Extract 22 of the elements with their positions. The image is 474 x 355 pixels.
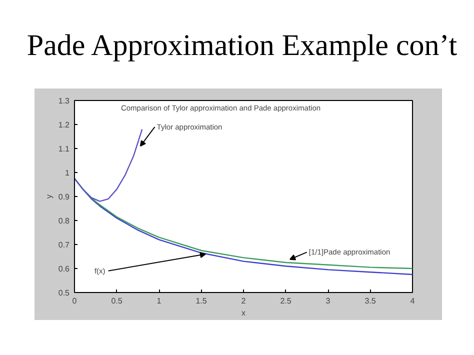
line-series (74, 128, 143, 202)
y-tick-label: 1 (65, 168, 70, 178)
chart-title: Pade Approximation Example con’t (26, 28, 458, 64)
y-axis-title: y (44, 194, 54, 198)
x-tick-label: 2 (241, 296, 246, 306)
x-tick-label: 1 (156, 296, 162, 306)
y-tick-label: 1.2 (58, 120, 70, 130)
x-tick-label: 2.5 (280, 296, 292, 306)
y-tick-label: 0.8 (58, 216, 70, 226)
y-tick-label: 0.7 (58, 240, 70, 250)
x-tick-label: 3.5 (364, 296, 376, 306)
x-tick-label: 0 (72, 296, 78, 306)
x-tick-label: 1.5 (196, 296, 208, 306)
x-tick-label: 4 (410, 296, 416, 306)
y-tick-label: 1.1 (58, 144, 70, 154)
y-tick-label: 0.6 (58, 264, 70, 274)
x-tick-label: 0.5 (111, 296, 123, 306)
x-axis-title: x (242, 308, 246, 318)
y-tick-label: 1.3 (58, 96, 70, 106)
x-tick-label: 3 (326, 296, 331, 306)
y-tick-label: 0.5 (58, 288, 70, 298)
y-tick-label: 0.9 (58, 192, 70, 202)
